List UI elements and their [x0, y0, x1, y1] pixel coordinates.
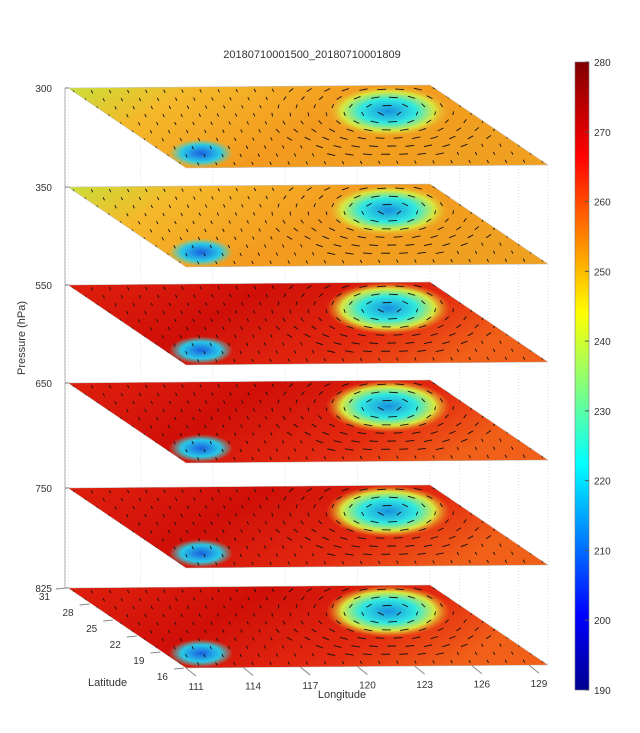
cyclone-core — [326, 485, 450, 537]
longitude-tick — [415, 666, 425, 674]
longitude-tick — [529, 665, 539, 673]
longitude-axis-label: Longitude — [318, 689, 366, 701]
longitude-tick-label: 123 — [416, 680, 433, 691]
colorbar-tick-label: 280 — [594, 58, 611, 69]
longitude-tick-label: 111 — [188, 682, 204, 693]
colorbar-tick-label: 240 — [594, 337, 611, 348]
pressure-slice-350 — [68, 184, 548, 267]
temperature-field — [68, 282, 548, 365]
pressure-tick-label: 750 — [35, 484, 52, 495]
temperature-field — [68, 85, 548, 168]
colorbar-tick-label: 250 — [594, 267, 611, 278]
latitude-tick-label: 22 — [110, 640, 122, 651]
latitude-tick-label: 28 — [62, 608, 74, 619]
grid-lines — [68, 85, 548, 665]
cyclone-core — [326, 282, 450, 334]
colorbar-tick-label: 200 — [594, 616, 611, 627]
colorbar-tick-label: 260 — [594, 198, 611, 209]
longitude-tick-label: 126 — [473, 680, 490, 691]
longitude-tick — [243, 668, 253, 676]
cyclone-core — [326, 585, 450, 637]
latitude-tick — [103, 620, 113, 621]
longitude-tick — [300, 667, 310, 675]
colorbar-tick-label: 220 — [594, 477, 611, 488]
latitude-tick-label: 31 — [39, 592, 51, 603]
temperature-field — [68, 380, 548, 463]
pressure-tick-label: 300 — [35, 84, 52, 95]
colorbar-tick-label: 270 — [594, 128, 611, 139]
pressure-slice-300 — [68, 85, 548, 168]
cyclone-core — [326, 184, 450, 236]
pressure-slice-550 — [68, 282, 548, 365]
latitude-tick — [56, 588, 66, 589]
latitude-tick — [174, 668, 184, 669]
colorbar — [575, 62, 589, 690]
pressure-tick-label: 350 — [35, 183, 52, 194]
chart-title: 20180710001500_20180710001809 — [223, 49, 400, 61]
longitude-tick — [472, 666, 482, 674]
latitude-axis-label: Latitude — [88, 677, 127, 689]
latitude-tick-label: 16 — [157, 672, 169, 683]
pressure-axis-label: Pressure (hPa) — [16, 301, 28, 375]
pressure-slice-650 — [68, 380, 548, 463]
pressure-slice-750 — [68, 485, 548, 568]
latitude-tick-label: 19 — [133, 656, 145, 667]
temperature-field — [68, 184, 548, 267]
longitude-tick — [186, 668, 196, 676]
longitude-tick — [357, 667, 367, 675]
cyclone-core — [326, 380, 450, 432]
longitude-tick-label: 129 — [531, 679, 548, 690]
latitude-tick-label: 25 — [86, 624, 98, 635]
latitude-tick — [127, 636, 137, 637]
latitude-tick — [150, 652, 160, 653]
latitude-tick — [80, 604, 90, 605]
colorbar-tick-label: 190 — [594, 686, 611, 697]
pressure-tick-label: 550 — [35, 281, 52, 292]
temperature-field — [68, 485, 548, 568]
longitude-tick-label: 117 — [302, 681, 318, 692]
cyclone-core — [326, 85, 450, 137]
colorbar-tick-label: 210 — [594, 546, 611, 557]
pressure-tick-label: 650 — [35, 379, 52, 390]
colorbar-tick-label: 230 — [594, 407, 611, 418]
longitude-tick-label: 114 — [245, 682, 261, 693]
